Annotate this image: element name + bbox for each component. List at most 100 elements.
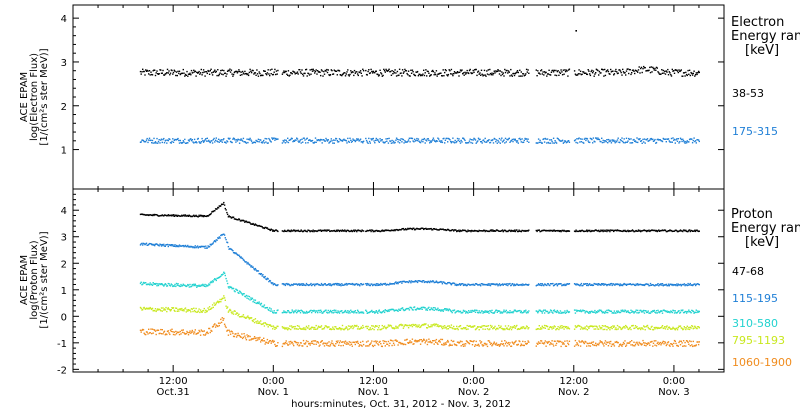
proton-point-4-414 [456,344,458,347]
electron-point-0-263 [341,74,343,77]
proton-point-4-333 [395,339,397,341]
electron-point-0-246 [328,74,330,76]
electron-point-0-522 [543,71,546,73]
electron-point-1-573 [586,138,589,140]
electron-point-0-200 [293,71,296,73]
electron-point-0-74 [195,75,197,77]
electron-point-0-5 [143,70,145,73]
proton-point-3-203 [296,328,298,330]
electron-point-0-304 [373,71,375,74]
electron-point-1-350 [407,139,410,141]
electron-point-0-443 [477,70,480,72]
proton-point-2-476 [502,311,504,313]
proton-point-2-237 [321,312,323,314]
electron-point-1-649 [643,138,646,140]
proton-point-1-254 [334,283,336,285]
electron-point-1-371 [423,137,426,140]
proton-point-0-532 [551,229,553,232]
electron-point-0-61 [185,74,187,76]
electron-point-1-203 [296,137,298,139]
proton-point-2-440 [475,309,477,311]
proton-point-3-371 [423,323,426,325]
proton-point-3-530 [549,326,552,328]
proton-point-3-109 [221,297,223,300]
electron-point-1-424 [463,138,465,140]
proton-point-1-703 [684,284,686,287]
electron-point-1-468 [496,142,498,144]
proton-point-1-546 [561,284,564,286]
electron-point-1-215 [305,142,307,144]
proton-point-2-31 [163,285,165,287]
proton-point-0-62 [186,215,188,217]
electron-point-1-300 [370,138,372,140]
proton-point-2-402 [447,309,449,311]
proton-point-3-79 [199,311,201,314]
proton-point-3-270 [346,327,348,329]
electron-point-0-542 [558,71,561,73]
proton-point-4-106 [219,322,221,324]
proton-point-0-307 [375,229,377,232]
proton-point-3-640 [637,328,639,330]
proton-point-2-7 [145,282,147,284]
proton-point-0-457 [488,230,490,232]
proton-point-2-195 [290,312,292,314]
proton-point-1-471 [498,283,501,285]
electron-point-0-205 [297,73,299,75]
electron-point-1-569 [583,138,586,140]
proton-point-1-479 [504,283,507,285]
proton-ytick-label-0: -2 [57,365,67,376]
electron-point-0-44 [172,71,175,74]
proton-point-2-219 [308,311,310,313]
proton-point-4-307 [375,342,377,344]
proton-point-2-556 [573,309,576,311]
electron-point-1-483 [507,138,510,140]
proton-point-0-231 [317,230,319,232]
electron-point-0-393 [440,72,442,74]
proton-point-2-183 [277,309,279,311]
proton-point-1-184 [281,283,284,285]
electron-point-1-515 [538,141,540,144]
proton-point-0-632 [631,230,633,232]
proton-point-0-593 [601,229,604,231]
proton-point-3-475 [501,328,504,330]
proton-point-3-406 [450,326,452,329]
electron-point-0-532 [551,69,553,72]
electron-point-1-73 [194,141,196,144]
proton-point-4-237 [321,340,323,342]
electron-point-0-318 [383,69,386,72]
proton-point-2-566 [581,310,583,312]
proton-point-1-521 [543,284,545,287]
electron-point-1-416 [457,139,459,142]
proton-point-0-165 [263,227,266,230]
proton-point-3-292 [362,326,365,329]
proton-point-4-160 [260,341,262,343]
proton-point-1-718 [695,283,697,286]
electron-point-1-358 [413,138,416,140]
proton-point-2-281 [354,310,356,312]
proton-point-4-177 [272,341,275,343]
proton-point-4-268 [344,340,347,342]
electron-point-0-621 [622,71,625,73]
proton-point-4-286 [358,345,360,347]
electron-point-0-601 [607,70,610,73]
proton-point-3-552 [566,327,568,330]
proton-point-2-385 [434,307,436,309]
electron-point-1-319 [384,141,386,143]
proton-point-2-480 [505,309,507,312]
proton-point-2-84 [202,284,205,286]
proton-point-3-566 [581,327,583,329]
electron-point-1-283 [356,138,358,140]
proton-point-3-415 [456,327,459,330]
proton-point-0-479 [504,229,507,232]
proton-point-1-504 [523,284,525,286]
proton-point-4-283 [356,341,358,344]
electron-point-1-24 [157,140,160,143]
electron-point-0-657 [649,71,652,74]
electron-point-1-102 [216,140,218,142]
proton-point-0-324 [388,229,390,232]
proton-point-3-669 [658,327,661,329]
proton-ytick-label-5: 3 [61,233,67,244]
proton-point-2-614 [617,310,619,312]
proton-point-3-144 [247,316,250,319]
proton-point-2-293 [365,309,367,311]
